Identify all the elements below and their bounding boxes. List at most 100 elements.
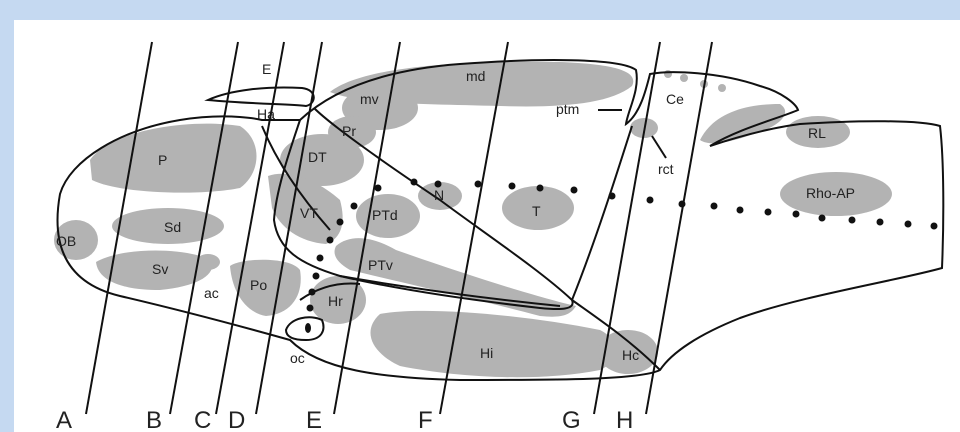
- label-ob: OB: [56, 233, 76, 249]
- label-ha: Ha: [257, 106, 275, 122]
- ptv-boundary: [339, 275, 561, 307]
- label-sv: Sv: [152, 261, 168, 277]
- shaded-regions: [54, 61, 892, 378]
- plane-label-b: B: [146, 407, 162, 432]
- boundary-dot: [410, 178, 418, 186]
- rct-leader: [651, 135, 667, 159]
- label-rl: RL: [808, 125, 826, 141]
- optic-chiasm: [284, 316, 325, 342]
- boundary-dot: [316, 254, 324, 262]
- plane-label-g: G: [562, 407, 581, 432]
- oc-dot: [305, 323, 311, 333]
- boundary-dot: [326, 236, 334, 244]
- region-ce: [700, 104, 786, 144]
- boundary-dot: [570, 186, 578, 194]
- boundary-dot: [608, 192, 616, 200]
- boundary-dot: [434, 180, 442, 188]
- plane-line-e: [333, 41, 401, 415]
- boundary-dot: [818, 214, 826, 222]
- plane-line-g: [593, 41, 661, 415]
- hr-boundary: [299, 282, 361, 301]
- boundary-dot: [848, 216, 856, 224]
- region-ptv: [334, 238, 576, 317]
- region-labels: E Ha md mv Pr DT P Sd Sv OB ac Po VT PTd…: [56, 61, 855, 366]
- boundary-dot: [904, 220, 912, 228]
- plane-label-d: D: [228, 407, 245, 432]
- label-mv: mv: [360, 91, 379, 107]
- label-pr: Pr: [342, 123, 356, 139]
- plane-line-d: [255, 41, 323, 415]
- region-sv: [96, 250, 213, 290]
- region-ce-dot: [718, 84, 726, 92]
- boundary-dot: [792, 210, 800, 218]
- boundary-dot: [536, 184, 544, 192]
- boundary-dot: [374, 184, 382, 192]
- section-plane-lines: [85, 41, 713, 415]
- region-po: [230, 259, 301, 316]
- region-rho-ap: [780, 172, 892, 216]
- region-ob: [54, 220, 98, 260]
- plane-line-b: [169, 41, 239, 415]
- boundary-dot: [508, 182, 516, 190]
- plane-label-h: H: [616, 407, 633, 432]
- label-vt: VT: [300, 205, 318, 221]
- label-t: T: [532, 203, 541, 219]
- boundary-dot: [350, 202, 358, 210]
- boundary-dot: [474, 180, 482, 188]
- plane-line-a: [85, 41, 153, 415]
- region-vt: [268, 173, 343, 244]
- region-p: [90, 123, 257, 193]
- label-ptv: PTv: [368, 257, 393, 273]
- label-dt: DT: [308, 149, 327, 165]
- label-hc: Hc: [622, 347, 639, 363]
- brain-outline: [56, 59, 945, 382]
- label-po: Po: [250, 277, 267, 293]
- boundary-dot: [876, 218, 884, 226]
- label-oc: oc: [290, 350, 305, 366]
- boundary-dot: [312, 272, 320, 280]
- region-sv-small: [196, 254, 220, 270]
- plane-line-h: [645, 41, 713, 415]
- region-hi: [370, 310, 616, 378]
- region-hc: [598, 330, 658, 374]
- plane-label-a: A: [56, 407, 72, 432]
- label-ptd: PTd: [372, 207, 398, 223]
- region-n: [418, 182, 462, 210]
- boundary-dot: [646, 196, 654, 204]
- epiphysis-outline: [204, 86, 315, 108]
- label-ce: Ce: [666, 91, 684, 107]
- plane-label-e: E: [306, 407, 322, 432]
- label-p: P: [158, 152, 167, 168]
- boundary-dot: [736, 206, 744, 214]
- tegmentum-boundary: [313, 107, 573, 301]
- label-ac: ac: [204, 285, 219, 301]
- boundary-dot: [336, 218, 344, 226]
- plane-label-c: C: [194, 407, 211, 432]
- label-hr: Hr: [328, 293, 343, 309]
- region-ce-dot: [680, 74, 688, 82]
- midbrain-boundary: [571, 125, 633, 301]
- region-dt: [280, 134, 364, 186]
- region-sd: [112, 208, 224, 244]
- boundary-dot: [306, 304, 314, 312]
- boundary-dot: [930, 222, 938, 230]
- plane-line-f: [439, 41, 509, 415]
- outer-contour: [56, 59, 945, 382]
- label-n: N: [434, 187, 444, 203]
- plane-line-c: [215, 41, 285, 415]
- hc-boundary: [571, 299, 661, 371]
- boundary-dot: [308, 288, 316, 296]
- label-sd: Sd: [164, 219, 181, 235]
- label-e: E: [262, 61, 271, 77]
- label-hi: Hi: [480, 345, 493, 361]
- boundary-dot: [764, 208, 772, 216]
- plane-labels: A B C D E F G H: [56, 407, 633, 432]
- boundary-dot: [710, 202, 718, 210]
- label-rho-ap: Rho-AP: [806, 185, 855, 201]
- label-ptm: ptm: [556, 101, 579, 117]
- label-md: md: [466, 68, 485, 84]
- label-rct: rct: [658, 161, 674, 177]
- plane-label-f: F: [418, 407, 433, 432]
